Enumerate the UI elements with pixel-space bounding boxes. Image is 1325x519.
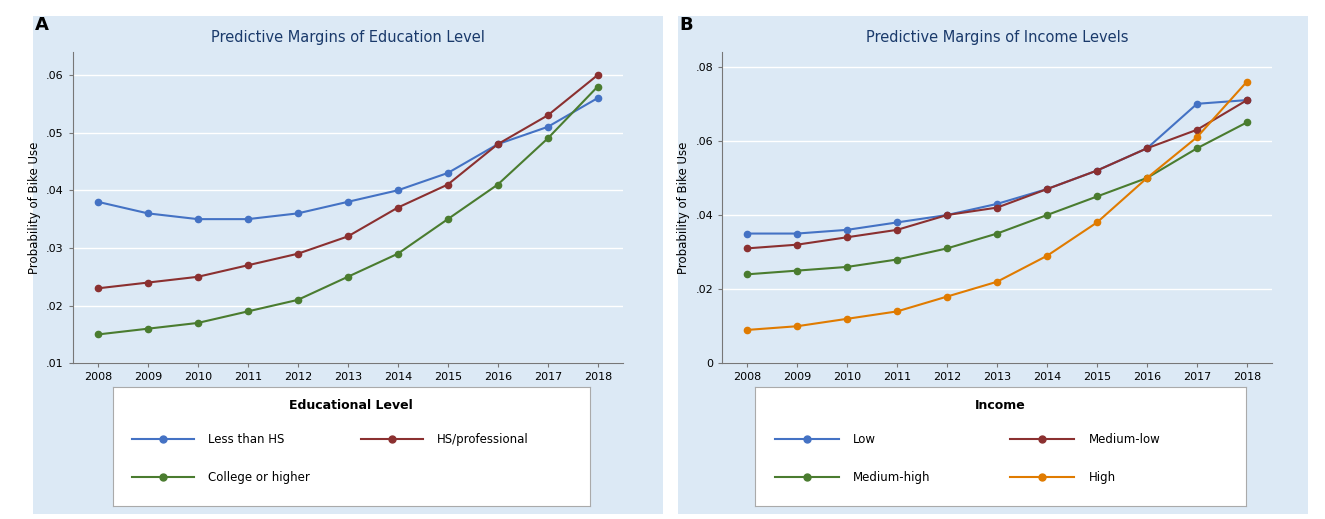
Title: Predictive Margins of Income Levels: Predictive Margins of Income Levels bbox=[865, 30, 1129, 45]
Title: Predictive Margins of Education Level: Predictive Margins of Education Level bbox=[211, 30, 485, 45]
X-axis label: Year: Year bbox=[983, 388, 1011, 401]
Text: Income: Income bbox=[975, 399, 1026, 412]
Text: High: High bbox=[1089, 471, 1116, 484]
X-axis label: Year: Year bbox=[334, 388, 362, 401]
Text: B: B bbox=[680, 16, 693, 34]
Text: Low: Low bbox=[853, 433, 876, 446]
Text: Medium-low: Medium-low bbox=[1089, 433, 1161, 446]
Y-axis label: Probability of Bike Use: Probability of Bike Use bbox=[677, 141, 690, 274]
Text: College or higher: College or higher bbox=[208, 471, 310, 484]
Text: A: A bbox=[34, 16, 48, 34]
Y-axis label: Probability of Bike Use: Probability of Bike Use bbox=[28, 141, 41, 274]
Text: HS/professional: HS/professional bbox=[437, 433, 529, 446]
Text: Less than HS: Less than HS bbox=[208, 433, 285, 446]
Text: Educational Level: Educational Level bbox=[289, 399, 413, 412]
Text: Medium-high: Medium-high bbox=[853, 471, 930, 484]
